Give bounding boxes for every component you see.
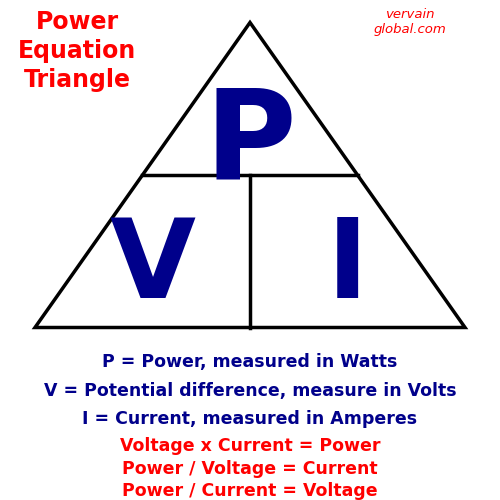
Text: Power / Current = Voltage: Power / Current = Voltage — [122, 482, 378, 500]
Text: P = Power, measured in Watts: P = Power, measured in Watts — [102, 354, 398, 372]
Text: V = Potential difference, measure in Volts: V = Potential difference, measure in Vol… — [44, 382, 457, 400]
Text: V: V — [110, 214, 196, 321]
Text: vervain
global.com: vervain global.com — [374, 8, 446, 36]
Text: Voltage x Current = Power: Voltage x Current = Power — [120, 437, 380, 455]
Text: Power
Equation
Triangle: Power Equation Triangle — [18, 10, 136, 92]
Text: Power / Voltage = Current: Power / Voltage = Current — [122, 460, 378, 477]
Text: P: P — [204, 84, 296, 206]
Text: I = Current, measured in Amperes: I = Current, measured in Amperes — [82, 410, 417, 428]
Text: I: I — [327, 214, 368, 321]
